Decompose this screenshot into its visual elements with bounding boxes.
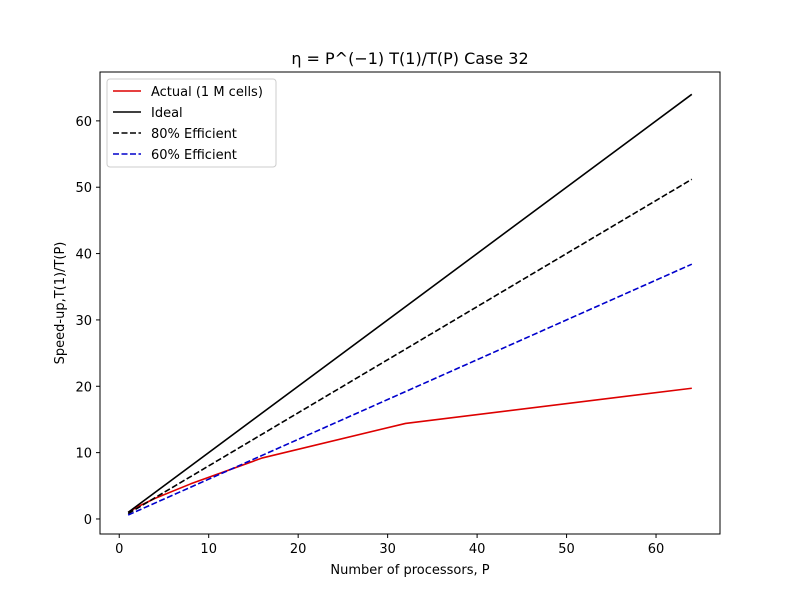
y-tick-label: 60 xyxy=(75,115,92,130)
series-line-80-efficient xyxy=(127,178,693,515)
legend: Actual (1 M cells) Ideal 80% Efficient 60% … xyxy=(106,78,277,168)
series-line-actual-1-m-cells xyxy=(127,387,692,514)
y-tick-label: 20 xyxy=(75,380,92,395)
legend-label-80-efficient: 80% Efficient xyxy=(151,127,237,142)
y-tick-label: 10 xyxy=(75,447,92,462)
y-tick-label: 50 xyxy=(75,181,92,196)
x-tick-label: 40 xyxy=(469,542,486,557)
x-axis-label: Number of processors, P xyxy=(330,563,489,578)
x-tick-label: 60 xyxy=(648,542,665,557)
x-tick-label: 0 xyxy=(115,542,123,557)
legend-label-ideal: Ideal xyxy=(151,106,183,121)
series-line-ideal xyxy=(127,93,693,513)
legend-label-60-efficient: 60% Efficient xyxy=(151,148,237,163)
chart-title: η = P^(−1) T(1)/T(P) Case 32 xyxy=(291,49,528,68)
series-layer xyxy=(127,93,693,516)
y-tick-label: 40 xyxy=(75,248,92,263)
y-axis-label: Speed-up,T(1)/T(P) xyxy=(53,242,68,365)
legend-frame xyxy=(106,78,277,168)
x-tick-label: 10 xyxy=(200,542,217,557)
x-tick-label: 20 xyxy=(290,542,307,557)
plot-frame xyxy=(99,71,721,535)
y-tick-label: 30 xyxy=(75,314,92,329)
x-tick-label: 30 xyxy=(379,542,396,557)
series-line-60-efficient xyxy=(127,263,693,516)
x-tick-label: 50 xyxy=(558,542,575,557)
y-tick-label: 0 xyxy=(84,513,92,528)
legend-label-actual-1-m-cells: Actual (1 M cells) xyxy=(151,85,263,100)
y-axis-ticks: 0 10 20 30 40 50 60 xyxy=(75,115,100,528)
x-axis-ticks: 0 10 20 30 40 50 60 xyxy=(115,534,664,557)
